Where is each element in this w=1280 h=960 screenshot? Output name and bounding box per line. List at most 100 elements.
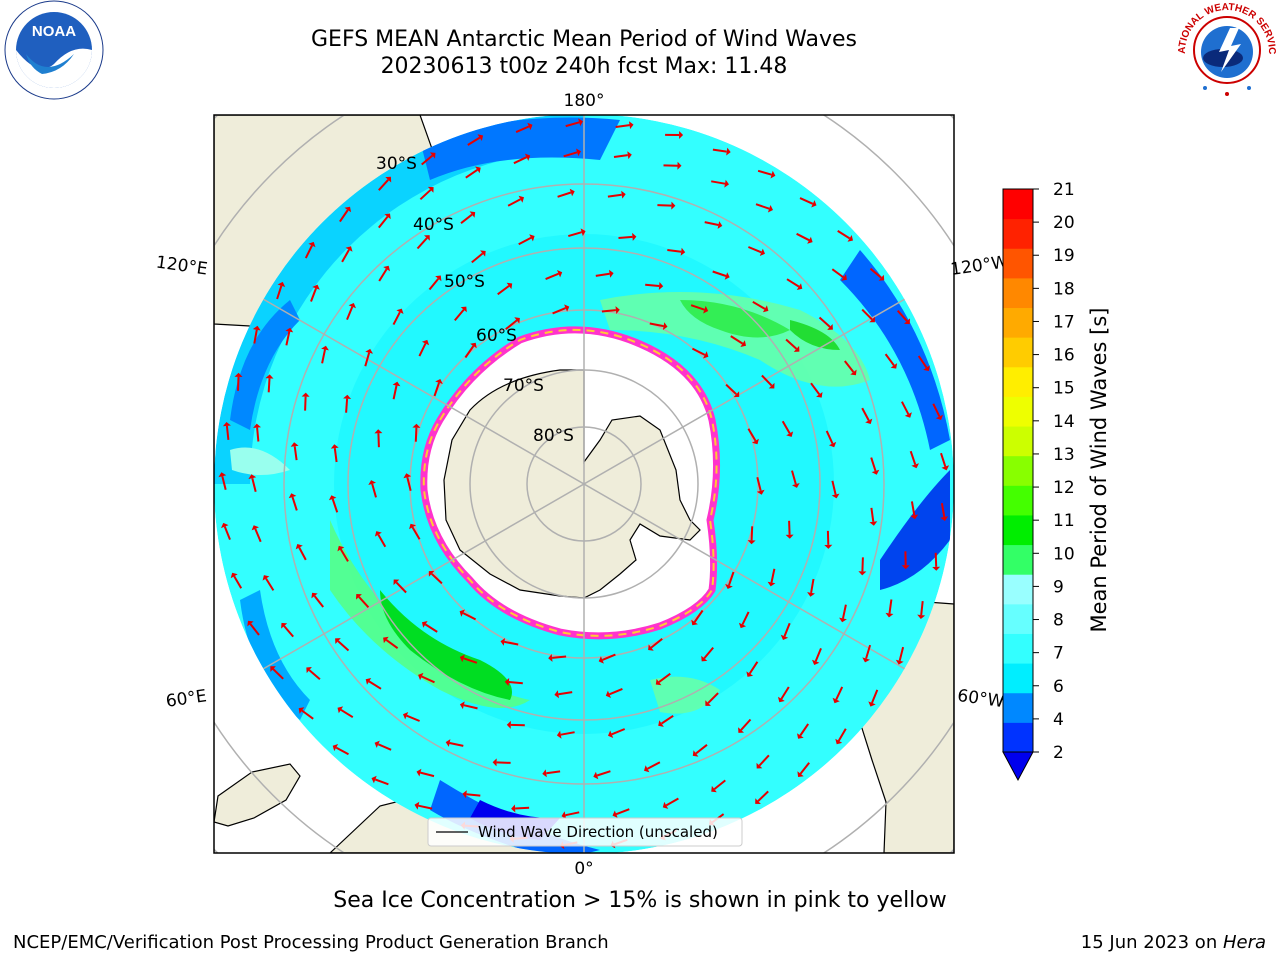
- colorbar-segment: [1003, 426, 1033, 457]
- colorbar-tick-label: 7: [1053, 644, 1064, 664]
- wind-wave-arrowhead: [629, 121, 634, 130]
- wind-wave-arrowhead: [816, 392, 823, 398]
- wind-wave-arrow: [748, 661, 759, 675]
- wind-wave-arrow: [546, 770, 561, 775]
- wind-wave-arrow: [463, 704, 478, 710]
- wind-wave-arrow: [507, 198, 521, 207]
- wind-wave-arrow: [781, 420, 791, 434]
- wind-wave-arrowhead: [435, 379, 443, 384]
- wind-wave-arrowhead: [328, 495, 337, 501]
- wind-wave-arrow: [254, 528, 262, 543]
- wind-wave-arrow: [691, 347, 706, 356]
- wind-wave-arrowhead: [911, 463, 919, 469]
- wind-wave-arrow: [741, 611, 750, 625]
- lat-label-40s: 40°S: [413, 215, 454, 235]
- wind-wave-arrowhead: [878, 274, 885, 281]
- wind-wave-arrow: [747, 428, 757, 442]
- wind-wave-arrow: [861, 308, 873, 321]
- colorbar-tick-label: 21: [1053, 180, 1075, 200]
- wind-wave-arrow: [563, 151, 578, 158]
- colorbar-segment: [1003, 218, 1033, 249]
- wind-wave-arrowhead: [556, 730, 562, 739]
- colorbar-tick-label: 20: [1053, 213, 1075, 233]
- wind-wave-arrow: [377, 534, 387, 548]
- wind-wave-arrow: [392, 311, 401, 326]
- lon-label-60w: 60°W: [956, 686, 1005, 712]
- lon-label-180: 180°: [564, 91, 605, 111]
- wind-wave-arrowhead: [311, 592, 318, 599]
- colorbar-tick-label: 8: [1053, 611, 1064, 631]
- wind-wave-arrow: [233, 575, 243, 589]
- wind-wave-arrowhead: [648, 644, 654, 651]
- wind-wave-arrow: [221, 475, 227, 491]
- graticule: [214, 115, 954, 853]
- colorbar-tick-label: 2: [1053, 743, 1064, 763]
- wind-wave-arrow: [658, 672, 671, 683]
- wind-wave-arrowhead: [796, 283, 803, 290]
- wind-wave-arrow: [414, 427, 418, 442]
- wind-wave-arrowhead: [858, 571, 867, 576]
- wind-wave-arrow: [910, 501, 916, 516]
- colorbar-tick-label: 16: [1053, 346, 1075, 366]
- wind-wave-arrowhead: [409, 523, 416, 530]
- wind-wave-arrow: [345, 398, 349, 413]
- wind-wave-arrowhead: [343, 394, 352, 399]
- wind-wave-arrow: [711, 180, 726, 185]
- wind-wave-arrowhead: [917, 614, 926, 619]
- colorbar-segment: [1003, 277, 1033, 309]
- wind-wave-arrow: [615, 808, 630, 816]
- lon-label-120w: 120°W: [949, 252, 1009, 280]
- wind-wave-arrowhead: [868, 701, 876, 707]
- wind-wave-arrowhead: [770, 170, 776, 179]
- wind-wave-arrowhead: [356, 594, 362, 600]
- wind-wave-arrowhead: [365, 678, 372, 685]
- sea-ice-note: Sea Ice Concentration > 15% is shown in …: [333, 888, 947, 913]
- wind-wave-arrow: [237, 376, 240, 391]
- wind-wave-arrow: [249, 623, 260, 636]
- wind-wave-arrow: [861, 407, 870, 421]
- wind-wave-arrow: [339, 548, 349, 562]
- wind-wave-arrow: [649, 322, 664, 328]
- wind-wave-arrow: [466, 793, 481, 797]
- wind-wave-arrowhead: [932, 566, 941, 571]
- wind-wave-arrowhead: [445, 739, 451, 747]
- wind-wave-arrowhead: [312, 284, 320, 290]
- wind-wave-arrowhead: [285, 327, 294, 333]
- wind-wave-arrowhead: [691, 619, 698, 626]
- wind-wave-arrowhead: [295, 544, 303, 550]
- wind-wave-arrow: [707, 692, 719, 704]
- wind-wave-arrow: [371, 483, 377, 498]
- wind-wave-arrow: [301, 709, 314, 720]
- wind-wave-arrowhead: [812, 659, 820, 665]
- wind-wave-arrowhead: [662, 801, 669, 809]
- wind-wave-arrowhead: [337, 545, 345, 552]
- wind-wave-arrow: [565, 811, 580, 817]
- wind-wave-arrowhead: [832, 697, 840, 704]
- wind-wave-arrow: [310, 288, 317, 302]
- wind-wave-arrowhead: [901, 565, 910, 570]
- wind-wave-arrow: [418, 343, 427, 357]
- colorbar-extend-arrow: [1002, 751, 1034, 782]
- wind-wave-arrowhead: [831, 493, 840, 499]
- wind-wave-arrowhead: [475, 166, 481, 174]
- wind-wave-arrow: [515, 806, 530, 810]
- wind-wave-arrowhead: [422, 621, 428, 628]
- wind-wave-arrow: [377, 433, 380, 448]
- wind-wave-arrowhead: [470, 342, 477, 349]
- wind-wave-arrow: [788, 520, 791, 535]
- colorbar-tick-label: 12: [1053, 478, 1075, 498]
- wind-wave-arrow: [378, 179, 389, 191]
- wind-wave-arrowhead: [576, 148, 581, 157]
- wind-wave-arrow: [667, 249, 682, 253]
- wind-wave-arrow: [770, 568, 776, 583]
- wind-wave-arrow: [471, 252, 484, 264]
- wind-wave-arrow: [728, 571, 735, 586]
- wind-wave-arrowhead: [850, 369, 857, 376]
- wind-wave-arrowhead: [935, 414, 943, 420]
- wind-wave-arrowhead: [768, 382, 775, 389]
- wind-wave-arrowhead: [632, 232, 637, 241]
- wind-wave-arrow: [896, 310, 908, 322]
- wind-wave-arrowhead: [904, 318, 910, 325]
- lat-label-60s: 60°S: [476, 326, 517, 346]
- wind-wave-arrow: [920, 600, 924, 616]
